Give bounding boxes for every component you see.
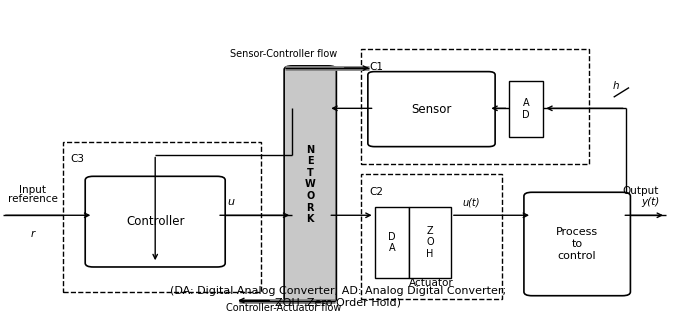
Text: r: r — [31, 229, 35, 240]
Text: Input: Input — [20, 185, 47, 195]
Bar — [63, 142, 261, 292]
Text: u(t): u(t) — [462, 197, 480, 207]
Text: Sensor: Sensor — [411, 103, 452, 116]
Text: Z
O
H: Z O H — [427, 226, 434, 259]
Text: Actuator: Actuator — [409, 278, 454, 288]
Text: A
D: A D — [522, 98, 530, 120]
Text: C3: C3 — [71, 155, 85, 165]
Text: D
A: D A — [388, 232, 396, 253]
Text: C1: C1 — [369, 62, 383, 72]
FancyBboxPatch shape — [85, 176, 225, 267]
FancyBboxPatch shape — [284, 66, 336, 303]
Text: Controller-Actuator flow: Controller-Actuator flow — [226, 303, 341, 313]
Bar — [409, 207, 451, 278]
Bar — [361, 49, 589, 164]
Text: C2: C2 — [369, 187, 383, 197]
Bar — [375, 207, 409, 278]
Text: h: h — [613, 81, 619, 91]
Text: Output: Output — [623, 186, 659, 196]
FancyBboxPatch shape — [368, 71, 495, 147]
Bar — [508, 81, 543, 137]
Text: Process
to
control: Process to control — [556, 227, 599, 260]
Text: N
E
T
W
O
R
K: N E T W O R K — [305, 145, 315, 224]
Text: reference: reference — [8, 194, 58, 204]
Text: Controller: Controller — [126, 215, 185, 228]
Text: u: u — [227, 197, 234, 207]
Text: Sensor-Controller flow: Sensor-Controller flow — [230, 49, 337, 59]
Text: (DA: Digital Analog Converter; AD: Analog Digital Converter;
ZOH: Zero Order Hol: (DA: Digital Analog Converter; AD: Analo… — [170, 286, 506, 308]
Bar — [361, 175, 502, 299]
Text: y(t): y(t) — [641, 197, 659, 207]
FancyBboxPatch shape — [524, 192, 630, 296]
